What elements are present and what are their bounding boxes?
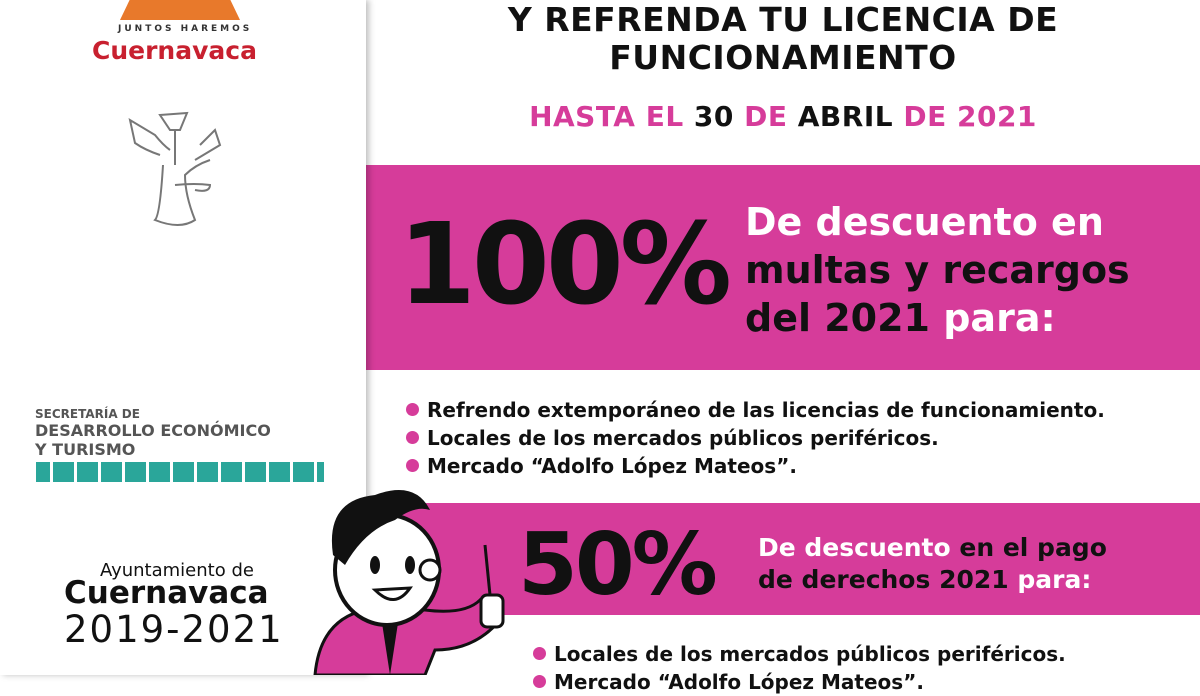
offer1-l2: multas y recargos: [745, 248, 1130, 292]
offer2-l1b: en el pago: [959, 533, 1107, 562]
offer1-percent: 100%: [398, 200, 732, 330]
secretaria-line1: SECRETARÍA DE: [35, 407, 140, 421]
deadline-month: ABRIL: [797, 100, 894, 133]
offer2-text: De descuento en el pago de derechos 2021…: [758, 532, 1107, 596]
list-item: Locales de los mercados públicos perifér…: [533, 640, 1066, 668]
logo-city: Cuernavaca: [92, 36, 257, 65]
tree-glyph-icon: [128, 111, 222, 226]
offer1-l1: De descuento en: [745, 200, 1104, 244]
cartoon-teacher-icon: [313, 490, 505, 675]
deadline: HASTA EL 30 DE ABRIL DE 2021: [366, 100, 1200, 133]
offer2-band: [366, 503, 1200, 615]
left-panel: JUNTOS HAREMOS Cuernavaca SECRETARÍA DE …: [0, 0, 366, 675]
offer2-l1a: De descuento: [758, 533, 951, 562]
offer1-l3a: del 2021: [745, 296, 930, 340]
list-item: Mercado “Adolfo López Mateos”.: [406, 452, 1105, 480]
ayuntamiento-line1: Ayuntamiento de: [100, 560, 254, 581]
list-item: Refrendo extemporáneo de las licencias d…: [406, 396, 1105, 424]
offer2-l2a: de derechos 2021: [758, 565, 1009, 594]
list-item: Mercado “Adolfo López Mateos”.: [533, 668, 1066, 696]
deadline-p3: DE: [744, 100, 788, 133]
offer2-percent: 50%: [518, 515, 718, 615]
offer2-l2b: para:: [1017, 565, 1092, 594]
deadline-year: DE 2021: [903, 100, 1037, 133]
header-line2: FUNCIONAMIENTO: [609, 38, 957, 77]
list-item: Locales de los mercados públicos perifér…: [406, 424, 1105, 452]
deadline-p1: HASTA EL: [529, 100, 684, 133]
offer1-band: [366, 165, 1200, 370]
deadline-day: 30: [693, 100, 734, 133]
offer1-list: Refrendo extemporáneo de las licencias d…: [406, 396, 1105, 480]
ayuntamiento-line3: 2019-2021: [64, 608, 284, 651]
offer1-text: De descuento en multas y recargos del 20…: [745, 198, 1130, 342]
greca-pattern: [36, 462, 324, 482]
ayuntamiento-line2: Cuernavaca: [64, 575, 269, 611]
header-line1: Y REFRENDA TU LICENCIA DE: [507, 0, 1059, 39]
secretaria-line3: Y TURISMO: [35, 440, 136, 459]
pyramid-logo-icon: [120, 0, 240, 20]
logo-tagline: JUNTOS HAREMOS: [118, 24, 253, 34]
offer1-l3b: para:: [943, 296, 1056, 340]
secretaria-line2: DESARROLLO ECONÓMICO: [35, 421, 271, 440]
offer2-list: Locales de los mercados públicos perifér…: [533, 640, 1066, 696]
